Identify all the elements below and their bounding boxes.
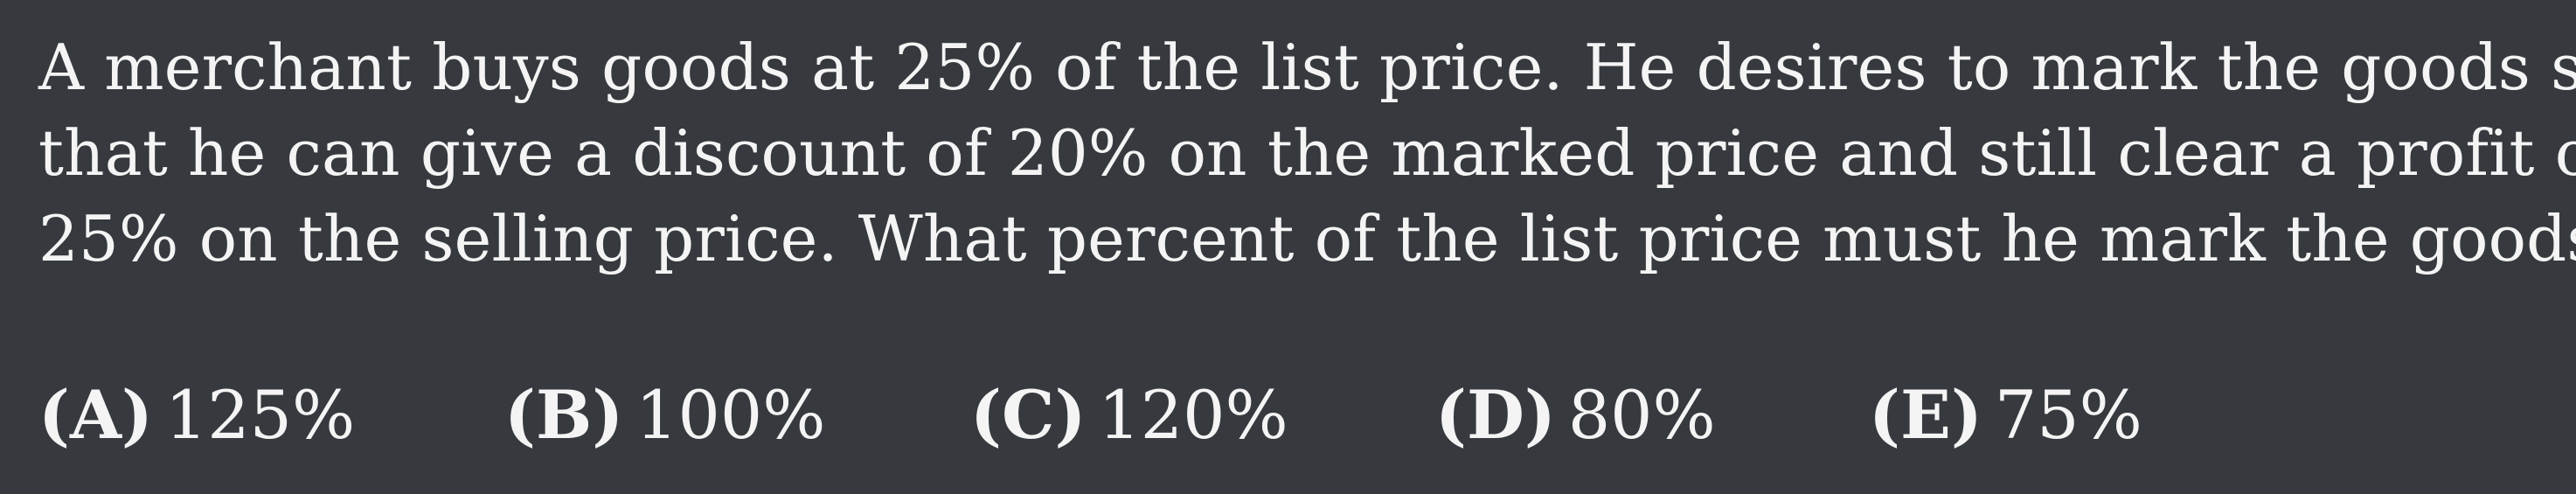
choice-e-value: 75%: [1994, 376, 2142, 454]
choice-a-value: 125%: [164, 376, 356, 454]
choice-a-letter: (A): [38, 376, 153, 454]
choice-b[interactable]: (B) 100%: [504, 372, 825, 459]
choice-c-value: 120%: [1098, 376, 1288, 454]
answer-choices: (A) 125% (B) 100% (C) 120% (D) 80% (E) 75%: [38, 372, 2556, 468]
choice-d-value: 80%: [1567, 376, 1716, 454]
choice-d-letter: (D): [1435, 376, 1556, 454]
choice-d[interactable]: (D) 80%: [1435, 372, 1716, 459]
choice-e-letter: (E): [1869, 376, 1982, 454]
choice-c-letter: (C): [970, 376, 1087, 454]
choice-b-letter: (B): [504, 376, 624, 454]
problem-line-3: 25% on the selling price. What percent o…: [38, 202, 2576, 275]
choice-c[interactable]: (C) 120%: [970, 372, 1288, 459]
problem-line-2: that he can give a discount of 20% on th…: [38, 116, 2576, 190]
problem-line-1: A merchant buys goods at 25% of the list…: [38, 31, 2576, 104]
choice-b-value: 100%: [635, 376, 826, 454]
problem-statement: A merchant buys goods at 25% of the list…: [38, 24, 2576, 282]
choice-e[interactable]: (E) 75%: [1869, 372, 2142, 459]
choice-a[interactable]: (A) 125%: [38, 372, 355, 459]
